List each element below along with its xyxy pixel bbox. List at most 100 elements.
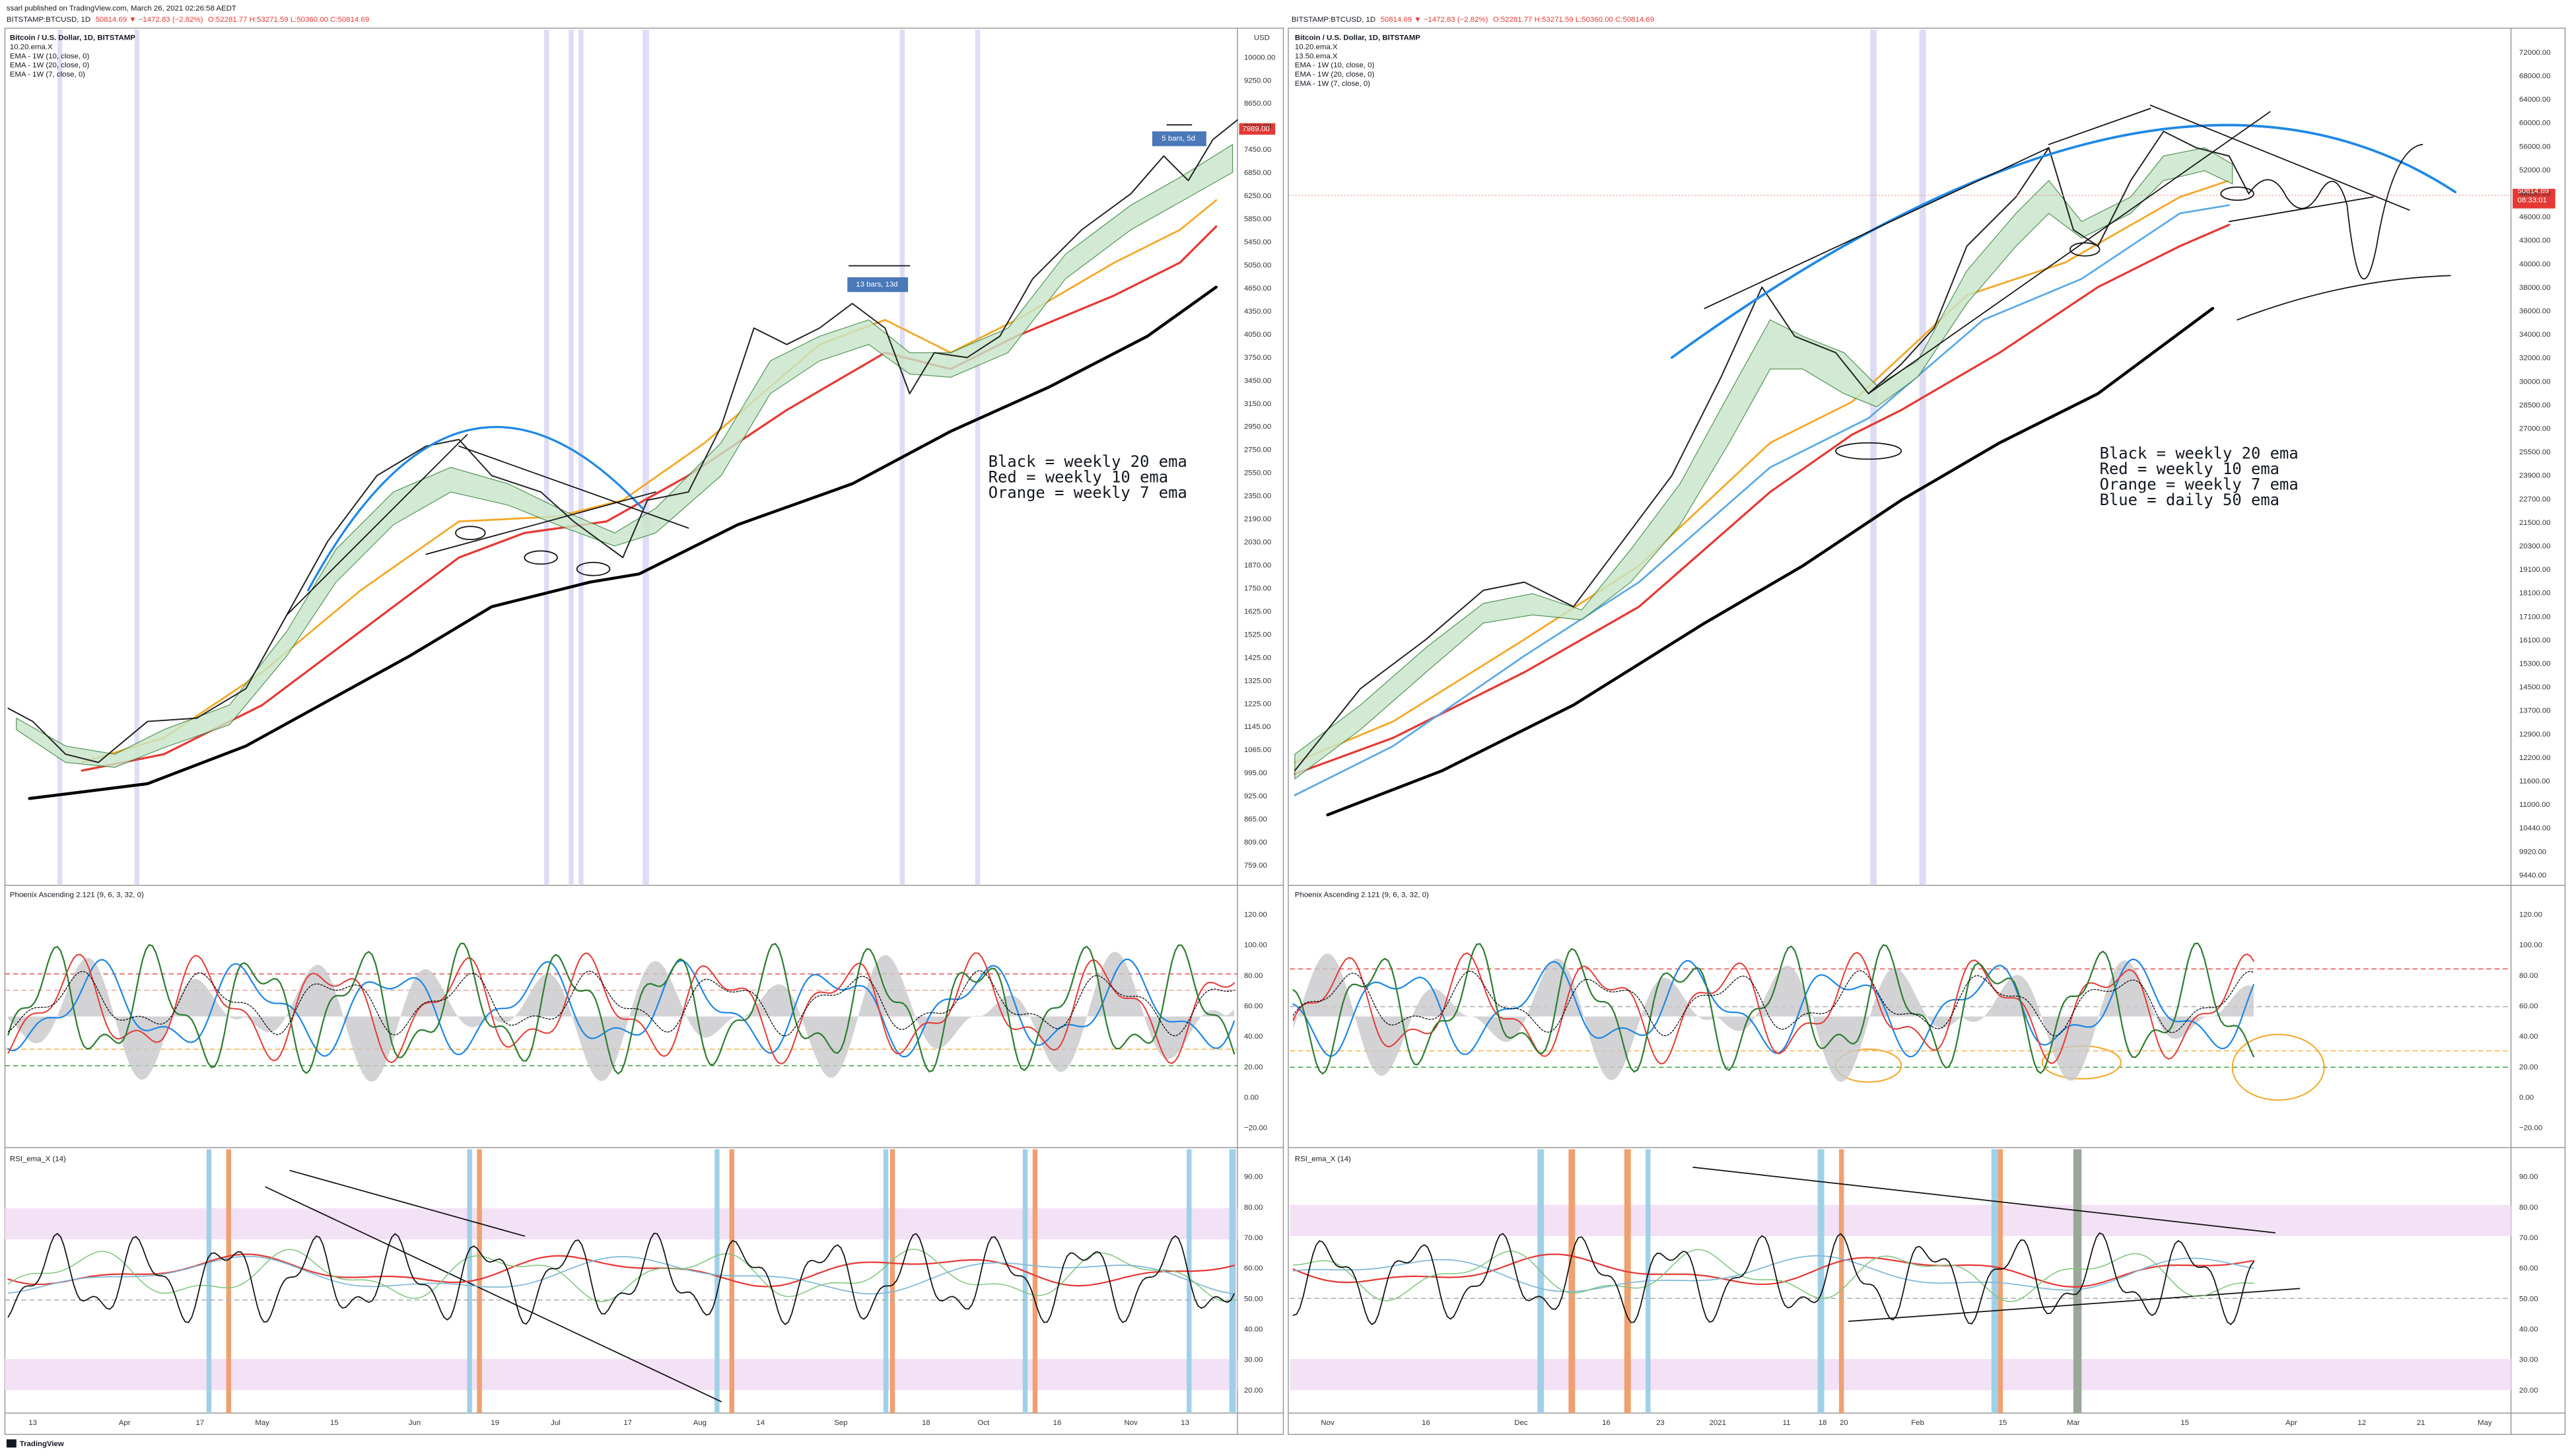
price-axis-label: 13700.00 <box>2519 707 2551 715</box>
price-axis-label: 60000.00 <box>2519 120 2551 127</box>
time-axis-label: Oct <box>977 1419 990 1427</box>
price-axis-label: 7450.00 <box>1244 146 1271 154</box>
legend-entry: 10.20.ema.X <box>10 43 53 51</box>
rsi-axis-label: 20.00 <box>2519 1387 2538 1395</box>
time-axis-label: 15 <box>2180 1419 2189 1427</box>
price-axis-label: 759.00 <box>1244 862 1267 870</box>
rsi-axis-label: 20.00 <box>1244 1387 1263 1395</box>
price-axis-label: 18100.00 <box>2519 590 2551 598</box>
time-axis-label: May <box>255 1419 269 1427</box>
price-axis-label: 43000.00 <box>2519 237 2551 245</box>
price-axis-label: 9440.00 <box>2519 872 2546 880</box>
ema-red <box>1294 223 2231 775</box>
price-axis-label: 1750.00 <box>1244 584 1271 592</box>
price-axis-label: 10440.00 <box>2519 825 2551 833</box>
osc-legend: Phoenix Ascending 2.121 (9, 6, 3, 32, 0) <box>10 891 144 899</box>
price-axis-label: 865.00 <box>1244 815 1267 823</box>
price-axis-label: 6850.00 <box>1244 169 1271 177</box>
rsi-axis-label: 40.00 <box>2519 1325 2538 1333</box>
time-axis-label: Apr <box>119 1419 131 1427</box>
price-axis-label: 14500.00 <box>2519 683 2551 691</box>
time-axis-label: 16 <box>1422 1419 1430 1427</box>
logo-icon <box>6 1439 17 1448</box>
price-axis-label: 9250.00 <box>1244 77 1271 85</box>
price-axis-label: 3150.00 <box>1244 400 1271 408</box>
time-axis-label: 16 <box>1602 1419 1611 1427</box>
time-axis-label: May <box>2478 1419 2492 1427</box>
rsi-axis-label: 60.00 <box>1244 1265 1263 1272</box>
time-axis-label: 18 <box>1819 1419 1827 1427</box>
osc-axis-label: 40.00 <box>2519 1033 2538 1041</box>
time-axis-label: 14 <box>756 1419 765 1427</box>
ohlc: O:52281.77 H:53271.59 L:50360.00 C:50814… <box>208 16 369 24</box>
price-axis-label: 4050.00 <box>1244 331 1271 339</box>
time-axis-label: Nov <box>1125 1419 1138 1427</box>
osc-axis-label: 80.00 <box>1244 972 1263 980</box>
indicator-line <box>7 952 1235 1065</box>
price-axis-label: 1065.00 <box>1244 746 1271 754</box>
price-line <box>7 119 1239 763</box>
legend-entry: 13.50.ema.X <box>1295 52 1338 60</box>
osc-axis-label: 120.00 <box>2519 911 2542 919</box>
publisher: ssarl published on TradingView.com, Marc… <box>7 5 236 13</box>
price-axis-label: 15300.00 <box>2519 660 2551 668</box>
time-axis-label: Jun <box>409 1419 421 1427</box>
ema-blue <box>1294 204 2231 796</box>
price-axis-label: 1145.00 <box>1244 723 1270 731</box>
price-axis-label: 2190.00 <box>1244 516 1271 524</box>
osc-axis-label: 40.00 <box>1244 1033 1263 1041</box>
time-axis-label: 21 <box>2417 1419 2425 1427</box>
annotation: Orange = weekly 7 ema <box>2100 475 2299 494</box>
time-axis-label: 20 <box>1840 1419 1848 1427</box>
price-axis-label: 1425.00 <box>1244 654 1271 662</box>
price-axis-label: 6250.00 <box>1244 192 1271 200</box>
ema-ribbon <box>16 143 1233 768</box>
time-axis-label: Mar <box>2067 1419 2080 1427</box>
rsi-axis-label: 40.00 <box>1244 1325 1263 1333</box>
price-axis-label: 1870.00 <box>1244 561 1271 569</box>
price-axis-label: 925.00 <box>1244 792 1267 800</box>
indicator-line <box>7 958 1235 1058</box>
time-axis-label: Dec <box>1514 1419 1528 1427</box>
price-axis-label: 36000.00 <box>2519 307 2551 315</box>
price-axis-label: 64000.00 <box>2519 96 2551 104</box>
measure-bg <box>847 277 909 293</box>
indicator-line <box>1292 970 2254 1037</box>
price-axis-label: 40000.00 <box>2519 260 2551 268</box>
price-axis-label: 27000.00 <box>2519 425 2551 433</box>
ohlc: O:52281.77 H:53271.59 L:50360.00 C:50814… <box>1493 16 1654 24</box>
osc-legend: Phoenix Ascending 2.121 (9, 6, 3, 32, 0) <box>1295 891 1429 899</box>
time-axis-label: Sep <box>834 1419 847 1427</box>
price-axis-label: 3450.00 <box>1244 377 1271 385</box>
time-axis-label: 18 <box>922 1419 930 1427</box>
time-axis-label: 15 <box>1999 1419 2007 1427</box>
indicator-line <box>1292 1249 2254 1302</box>
price-axis-label: 995.00 <box>1244 769 1267 777</box>
legend-entry: EMA - 1W (20, close, 0) <box>1295 71 1375 79</box>
legend-entry: EMA - 1W (10, close, 0) <box>10 52 90 60</box>
pane-dividers <box>5 885 2565 1414</box>
price-axis-label: 38000.00 <box>2519 284 2551 292</box>
rsi-axis-label: 70.00 <box>2519 1234 2538 1242</box>
rsi-axis-label: 90.00 <box>1244 1173 1263 1181</box>
price-axis-label: 17100.00 <box>2519 613 2551 621</box>
price-tag-bg <box>1239 123 1276 135</box>
arc <box>1670 123 2457 359</box>
time-axis-label: Aug <box>693 1419 707 1427</box>
price-tag: 7989.00 <box>1242 125 1269 133</box>
annotation: Blue = daily 50 ema <box>2100 491 2279 509</box>
time-axis-label: 11 <box>1783 1419 1791 1427</box>
symbol: BITSTAMP:BTCUSD, 1D <box>1292 16 1375 24</box>
price-axis-label: 2750.00 <box>1244 446 1271 454</box>
price-axis-label: 11000.00 <box>2519 801 2550 809</box>
ema-black <box>28 285 1218 800</box>
measure-bg <box>1152 131 1206 147</box>
osc-area <box>1293 953 2254 1082</box>
price-axis-label: 9920.00 <box>2519 848 2546 856</box>
osc-axis-label: 120.00 <box>1244 911 1267 919</box>
time-axis-label: 13 <box>28 1419 37 1427</box>
indicator-line <box>1292 958 2255 1058</box>
rsi-signal-bands <box>206 1149 2082 1414</box>
ema-orange <box>81 199 1218 763</box>
price-axis-label: 2550.00 <box>1244 469 1271 477</box>
